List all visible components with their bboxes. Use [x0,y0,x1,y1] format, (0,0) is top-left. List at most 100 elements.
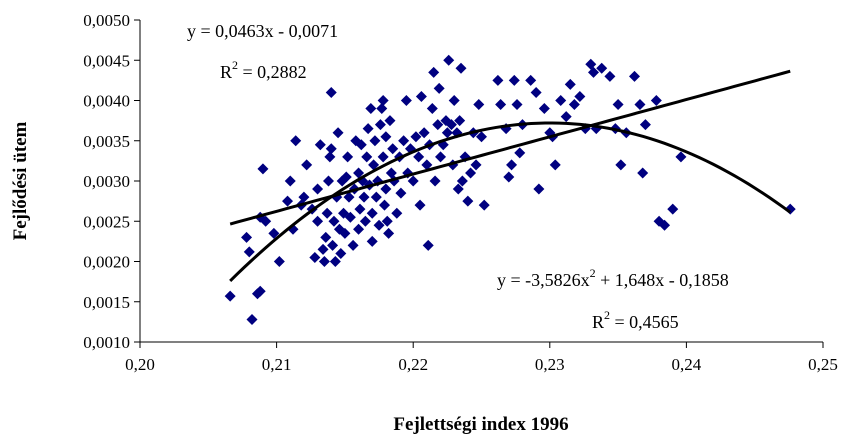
data-point [370,191,382,203]
data-point [355,139,367,151]
data-point [383,227,395,239]
linear-r2-exponent: 2 [232,58,238,72]
quadratic-equation-part2: + 1,648x - 0,1858 [596,270,729,290]
data-point [284,175,296,187]
data-point [366,235,378,247]
data-point [533,183,545,195]
data-point [415,90,427,102]
data-point [659,219,671,231]
linear-r2-value: = 0,2882 [238,62,307,82]
x-tick-label: 0,24 [672,355,702,374]
quadratic-equation-exponent: 2 [590,266,596,280]
data-point [290,135,302,147]
data-point [374,119,386,131]
data-point [637,167,649,179]
quadratic-equation-part1: y = -3,5826x [497,270,590,290]
data-point [241,231,253,243]
data-point [342,151,354,163]
data-point [325,143,337,155]
data-point [369,135,381,147]
data-point [391,207,403,219]
data-point [615,159,627,171]
data-point [634,99,646,111]
data-point [432,119,444,131]
data-point [224,290,236,302]
data-point [443,54,455,66]
data-point [639,119,651,131]
data-point [588,66,600,78]
data-point [324,151,336,163]
data-point [317,243,329,255]
data-point [366,207,378,219]
data-point [465,167,477,179]
data-point [243,246,255,258]
data-point [511,99,523,111]
data-point [339,227,351,239]
data-point [381,215,393,227]
data-point [400,95,412,106]
data-point [564,78,576,90]
quadratic-r2-label: R [592,312,604,332]
data-point [353,167,365,179]
data-point [344,211,356,223]
data-point [429,175,441,187]
data-point [335,247,347,259]
data-point [410,131,422,143]
data-point [508,74,520,86]
data-point [568,99,580,111]
data-point [650,95,662,106]
data-point [309,251,321,263]
data-point [476,131,487,143]
data-point [373,219,385,231]
data-point [492,74,504,86]
data-point [435,151,447,163]
data-point [328,215,340,227]
data-point [560,111,572,123]
data-point [260,215,272,227]
trendlines [229,69,792,283]
data-point [362,123,374,135]
data-point [426,103,438,115]
data-point [452,183,464,195]
data-point [407,175,419,187]
data-point [433,82,445,94]
y-tick-label: 0,0050 [83,11,130,30]
data-point [441,127,453,139]
data-point [359,215,371,227]
data-point [456,175,468,187]
data-point [257,163,269,175]
data-point [282,195,294,207]
data-point [353,223,365,235]
data-point [555,95,567,106]
data-point [448,95,460,106]
x-tick-label: 0,25 [808,355,838,374]
data-point [325,86,337,98]
data-point [321,207,333,219]
quadratic-equation: y = -3,5826x2 + 1,648x - 0,1858 [497,266,729,290]
data-point [246,313,258,325]
data-point [667,203,679,215]
data-point [268,227,280,239]
data-point [478,199,490,211]
data-point [628,70,640,82]
data-point [455,62,467,74]
y-tick-label: 0,0015 [83,293,130,312]
data-point [340,171,352,183]
y-tick-label: 0,0030 [83,172,130,191]
data-point [574,90,586,102]
data-point [473,99,485,111]
data-point [414,199,426,211]
data-point [413,151,425,163]
data-point [538,103,550,115]
data-point [301,159,313,171]
data-point [495,99,507,111]
data-point [549,159,561,171]
data-point [596,62,608,74]
data-point [384,115,396,127]
data-point [327,239,339,251]
data-point [312,215,324,227]
data-point [428,66,440,78]
data-point [318,256,330,267]
data-point [418,127,430,139]
